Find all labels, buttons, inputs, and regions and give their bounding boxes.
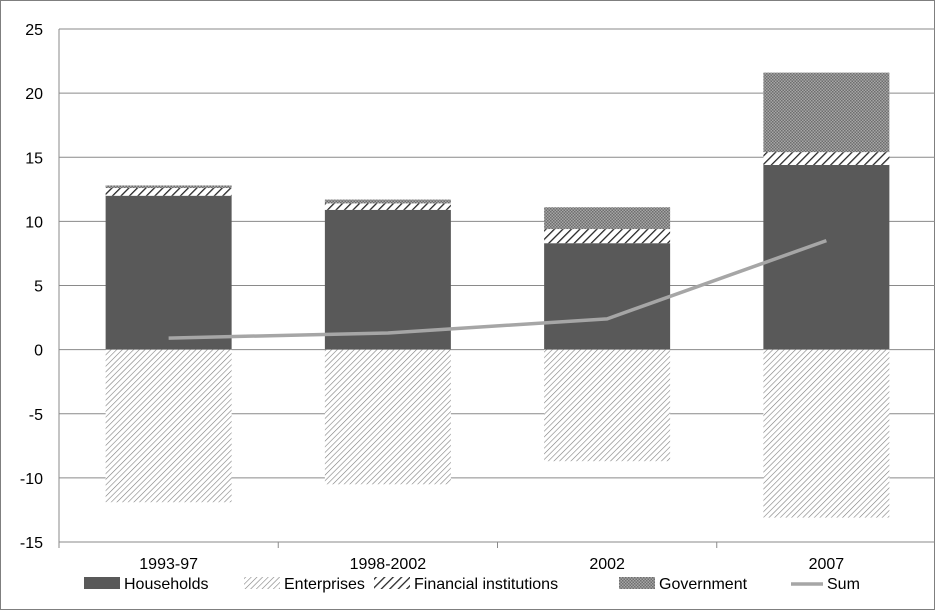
y-tick-label: -15 — [20, 535, 43, 552]
x-axis-category-labels: 1993-97 1998-2002 2002 2007 — [139, 556, 844, 573]
bar-government-2002 — [544, 207, 671, 230]
x-category-label: 2007 — [809, 556, 845, 573]
bar-enterprises-2002 — [544, 349, 671, 462]
bar-enterprises-2007 — [763, 349, 890, 518]
bar-financial-institutions-2002 — [544, 229, 671, 244]
y-tick-label: -10 — [20, 471, 43, 488]
bar-enterprises-1998-2002 — [324, 349, 451, 485]
legend-label-enterprises: Enterprises — [284, 576, 365, 593]
legend-label-sum: Sum — [827, 576, 860, 593]
legend-swatch-financial-institutions — [374, 577, 410, 589]
bar-financial-institutions-1998-2002 — [324, 203, 451, 210]
bar-households-1993-97 — [105, 195, 232, 350]
y-tick-label: 15 — [25, 150, 43, 167]
axes — [58, 29, 935, 548]
x-category-label: 1993-97 — [139, 556, 198, 573]
sum-line-series — [168, 238, 827, 340]
y-tick-label: 0 — [34, 343, 43, 360]
sum-line — [168, 238, 827, 340]
legend-swatch-households — [84, 577, 120, 589]
bar-government-1998-2002 — [324, 199, 451, 204]
bar-enterprises-1993-97 — [105, 349, 232, 503]
x-category-label: 1998-2002 — [350, 556, 427, 573]
legend-swatch-enterprises — [244, 577, 280, 589]
y-tick-label: 5 — [34, 279, 43, 296]
x-category-label: 2002 — [589, 556, 625, 573]
y-axis-tick-labels: -15 -10 -5 0 5 10 15 20 25 — [20, 22, 43, 552]
bar-households-1998-2002 — [324, 209, 451, 350]
bar-households-2002 — [544, 243, 671, 350]
legend-label-government: Government — [659, 576, 748, 593]
bar-financial-institutions-2007 — [763, 152, 890, 165]
y-tick-label: 10 — [25, 214, 43, 231]
bar-financial-institutions-1993-97 — [105, 188, 232, 196]
bars — [105, 72, 890, 518]
legend-label-households: Households — [124, 576, 209, 593]
legend: Households Enterprises Financial instituti… — [84, 576, 860, 593]
bar-government-2007 — [763, 72, 890, 153]
legend-label-financial-institutions: Financial institutions — [414, 576, 558, 593]
y-tick-label: 25 — [25, 22, 43, 39]
y-tick-label: -5 — [29, 407, 43, 424]
bar-government-1993-97 — [105, 185, 232, 189]
legend-swatch-government — [619, 577, 655, 589]
y-tick-label: 20 — [25, 86, 43, 103]
